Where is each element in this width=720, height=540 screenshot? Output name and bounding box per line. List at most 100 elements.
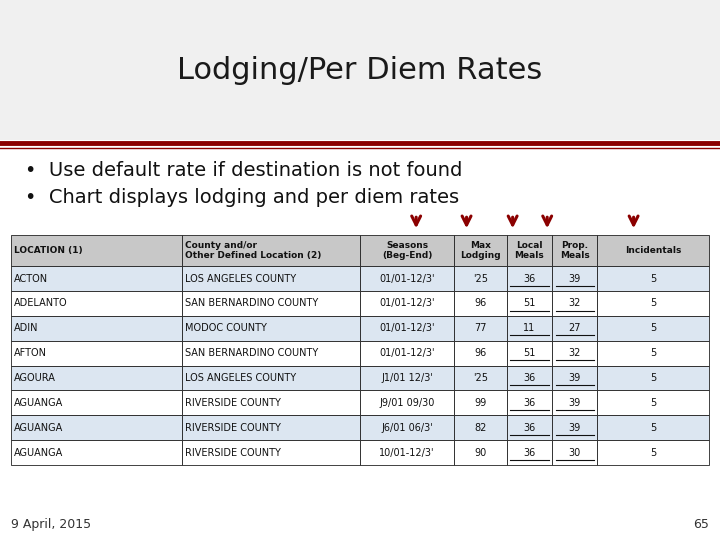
- Text: Seasons
(Beg-End): Seasons (Beg-End): [382, 241, 432, 260]
- Text: Incidentals: Incidentals: [625, 246, 682, 255]
- Text: 10/01-12/3': 10/01-12/3': [379, 448, 435, 457]
- Text: MODOC COUNTY: MODOC COUNTY: [185, 323, 266, 333]
- Text: 5: 5: [650, 423, 657, 433]
- Bar: [552, 235, 598, 266]
- Text: 39: 39: [569, 423, 581, 433]
- Text: 36: 36: [523, 423, 536, 433]
- Bar: [454, 291, 507, 316]
- Bar: [360, 341, 454, 366]
- Bar: [0, 0, 720, 140]
- Bar: [11, 366, 182, 390]
- Bar: [598, 291, 709, 316]
- Text: 5: 5: [650, 373, 657, 383]
- Text: '25: '25: [473, 274, 488, 284]
- Text: LOS ANGELES COUNTY: LOS ANGELES COUNTY: [185, 274, 296, 284]
- Text: 32: 32: [569, 299, 581, 308]
- Bar: [182, 341, 360, 366]
- Text: County and/or
Other Defined Location (2): County and/or Other Defined Location (2): [185, 241, 321, 260]
- Text: 39: 39: [569, 398, 581, 408]
- Bar: [454, 341, 507, 366]
- Bar: [507, 341, 552, 366]
- Bar: [507, 366, 552, 390]
- Text: AGUANGA: AGUANGA: [14, 398, 63, 408]
- Bar: [454, 415, 507, 440]
- Text: 90: 90: [474, 448, 487, 457]
- Bar: [598, 415, 709, 440]
- Text: RIVERSIDE COUNTY: RIVERSIDE COUNTY: [185, 423, 281, 433]
- Text: 5: 5: [650, 398, 657, 408]
- Bar: [507, 266, 552, 291]
- Bar: [598, 390, 709, 415]
- Text: 5: 5: [650, 323, 657, 333]
- Text: 5: 5: [650, 299, 657, 308]
- Bar: [552, 440, 598, 465]
- Text: ADELANTO: ADELANTO: [14, 299, 67, 308]
- Text: 27: 27: [569, 323, 581, 333]
- Bar: [454, 266, 507, 291]
- Text: 36: 36: [523, 274, 536, 284]
- Text: 36: 36: [523, 398, 536, 408]
- Bar: [360, 235, 454, 266]
- Text: Max
Lodging: Max Lodging: [460, 241, 501, 260]
- Text: 51: 51: [523, 299, 536, 308]
- Bar: [454, 440, 507, 465]
- Bar: [454, 316, 507, 341]
- Bar: [507, 235, 552, 266]
- Text: RIVERSIDE COUNTY: RIVERSIDE COUNTY: [185, 398, 281, 408]
- Bar: [182, 415, 360, 440]
- Text: 36: 36: [523, 448, 536, 457]
- Text: AGUANGA: AGUANGA: [14, 423, 63, 433]
- Bar: [360, 366, 454, 390]
- Bar: [454, 390, 507, 415]
- Bar: [507, 415, 552, 440]
- Text: Local
Meals: Local Meals: [515, 241, 544, 260]
- Text: 96: 96: [474, 348, 487, 358]
- Bar: [11, 291, 182, 316]
- Bar: [552, 415, 598, 440]
- Bar: [360, 316, 454, 341]
- Bar: [182, 316, 360, 341]
- Bar: [182, 291, 360, 316]
- Bar: [454, 366, 507, 390]
- Text: 9 April, 2015: 9 April, 2015: [11, 518, 91, 531]
- Text: SAN BERNARDINO COUNTY: SAN BERNARDINO COUNTY: [185, 348, 318, 358]
- Bar: [360, 390, 454, 415]
- Text: SAN BERNARDINO COUNTY: SAN BERNARDINO COUNTY: [185, 299, 318, 308]
- Text: ACTON: ACTON: [14, 274, 48, 284]
- Text: •  Use default rate if destination is not found: • Use default rate if destination is not…: [25, 160, 462, 180]
- Bar: [552, 390, 598, 415]
- Text: ADIN: ADIN: [14, 323, 38, 333]
- Bar: [11, 440, 182, 465]
- Bar: [182, 390, 360, 415]
- Text: LOS ANGELES COUNTY: LOS ANGELES COUNTY: [185, 373, 296, 383]
- Text: 11: 11: [523, 323, 536, 333]
- Bar: [552, 366, 598, 390]
- Bar: [11, 235, 182, 266]
- Text: 32: 32: [569, 348, 581, 358]
- Text: 5: 5: [650, 274, 657, 284]
- Text: 96: 96: [474, 299, 487, 308]
- Text: 39: 39: [569, 373, 581, 383]
- Text: Prop.
Meals: Prop. Meals: [560, 241, 590, 260]
- Bar: [182, 440, 360, 465]
- Text: J1/01 12/3': J1/01 12/3': [381, 373, 433, 383]
- Bar: [598, 316, 709, 341]
- Bar: [507, 291, 552, 316]
- Text: Lodging/Per Diem Rates: Lodging/Per Diem Rates: [177, 56, 543, 85]
- Bar: [552, 316, 598, 341]
- Bar: [598, 235, 709, 266]
- Bar: [182, 366, 360, 390]
- Text: J6/01 06/3': J6/01 06/3': [382, 423, 433, 433]
- Text: 01/01-12/3': 01/01-12/3': [379, 274, 435, 284]
- Text: 82: 82: [474, 423, 487, 433]
- Bar: [598, 366, 709, 390]
- Bar: [454, 235, 507, 266]
- Bar: [598, 341, 709, 366]
- Bar: [11, 266, 182, 291]
- Text: 51: 51: [523, 348, 536, 358]
- Bar: [552, 266, 598, 291]
- Bar: [360, 415, 454, 440]
- Text: RIVERSIDE COUNTY: RIVERSIDE COUNTY: [185, 448, 281, 457]
- Text: AFTON: AFTON: [14, 348, 47, 358]
- Text: AGUANGA: AGUANGA: [14, 448, 63, 457]
